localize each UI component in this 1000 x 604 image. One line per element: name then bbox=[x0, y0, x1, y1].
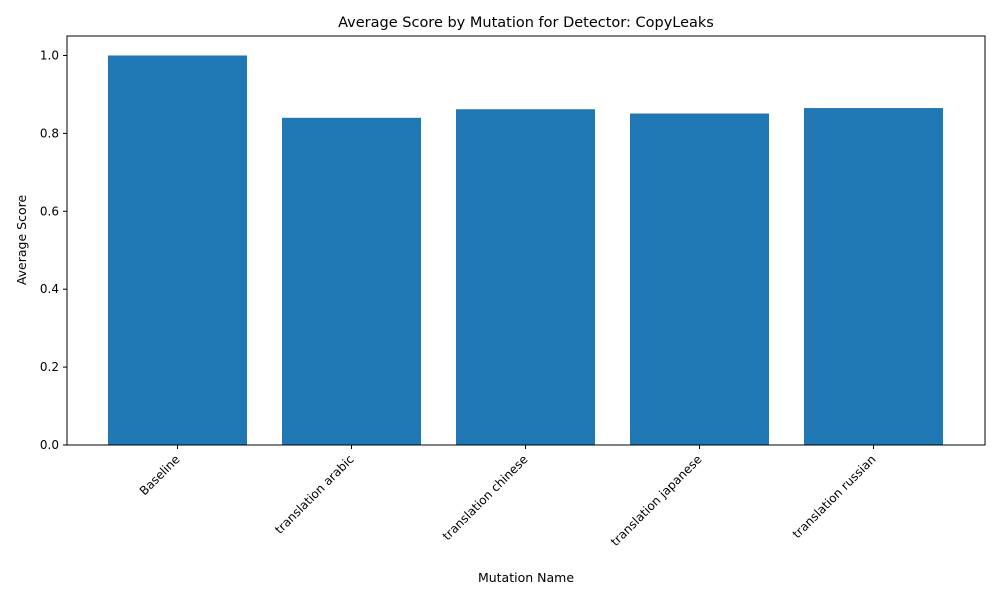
y-tick-label-0: 0.0 bbox=[40, 438, 59, 452]
plot-frame bbox=[66, 35, 986, 446]
bars-group bbox=[108, 55, 943, 446]
bar-1 bbox=[282, 117, 421, 446]
chart-title: Average Score by Mutation for Detector: … bbox=[338, 15, 714, 31]
x-axis-label: Mutation Name bbox=[478, 570, 574, 585]
x-axis-ticks: Baseline translation arabic translation ch… bbox=[137, 445, 879, 549]
bar-4 bbox=[804, 108, 943, 446]
x-tick-label-4: translation russian bbox=[790, 452, 879, 541]
x-tick-label-3: translation japanese bbox=[608, 452, 705, 549]
bar-0 bbox=[108, 55, 247, 445]
bar-3 bbox=[630, 113, 769, 446]
y-tick-label-4: 0.8 bbox=[40, 126, 59, 140]
y-tick-label-3: 0.6 bbox=[40, 204, 59, 218]
y-tick-label-1: 0.2 bbox=[40, 360, 59, 374]
y-axis-label: Average Score bbox=[14, 195, 29, 286]
y-axis-ticks: 0.0 0.2 0.4 0.6 0.8 1.0 bbox=[40, 48, 67, 452]
y-tick-label-5: 1.0 bbox=[40, 48, 59, 62]
y-tick-label-2: 0.4 bbox=[40, 282, 59, 296]
x-tick-label-2: translation chinese bbox=[440, 452, 531, 543]
x-tick-label-1: translation arabic bbox=[272, 452, 357, 537]
bar-2 bbox=[456, 109, 595, 446]
x-tick-label-0: Baseline bbox=[137, 452, 183, 498]
